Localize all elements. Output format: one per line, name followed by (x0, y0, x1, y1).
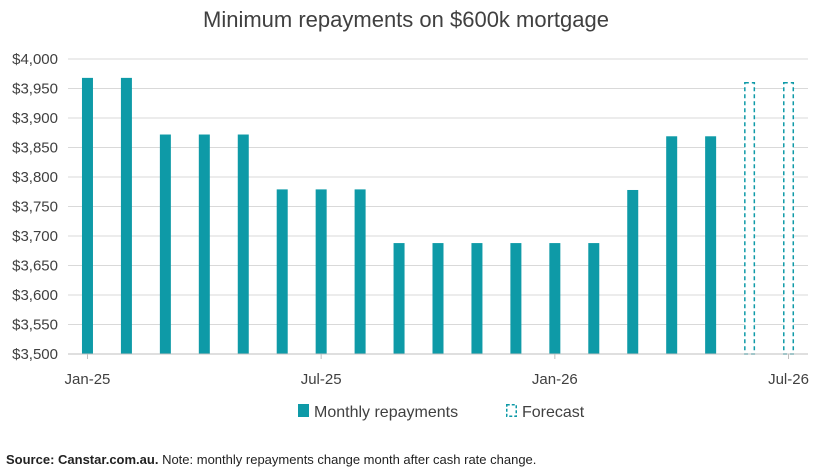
y-axis-ticks: $3,500 $3,550 $3,600 $3,650 $3,700 $3,750 $3,8… (12, 51, 58, 363)
bar (120, 77, 132, 354)
bar (471, 243, 483, 354)
y-tick-label: $3,650 (12, 258, 58, 275)
legend: Monthly repayments Forecast (298, 404, 585, 421)
bar (315, 189, 327, 354)
bar (354, 189, 366, 354)
y-tick-label: $3,850 (12, 140, 58, 157)
forecast-bar (783, 82, 795, 355)
y-tick-label: $3,800 (12, 169, 58, 186)
forecast-bar (744, 82, 756, 355)
x-tick-label: Jan-26 (532, 371, 578, 388)
source-note: Source: Canstar.com.au. Note: monthly re… (6, 452, 536, 467)
bar (549, 243, 561, 354)
y-tick-label: $3,550 (12, 317, 58, 334)
bar (276, 189, 288, 354)
legend-label: Monthly repayments (314, 404, 458, 421)
bar (432, 243, 444, 354)
x-tick-label: Jan-25 (65, 371, 111, 388)
bar (198, 134, 210, 354)
y-tick-label: $3,750 (12, 199, 58, 216)
x-tick-label: Jul-25 (301, 371, 342, 388)
x-axis-ticks: Jan-25 Jul-25 Jan-26 Jul-26 (65, 354, 809, 388)
y-tick-label: $3,600 (12, 287, 58, 304)
gridlines (68, 58, 808, 325)
bar (705, 136, 717, 354)
bar (666, 136, 678, 354)
y-tick-label: $3,950 (12, 81, 58, 98)
bar (510, 243, 522, 354)
legend-label: Forecast (522, 404, 585, 421)
bars (81, 77, 795, 355)
chart-title: Minimum repayments on $600k mortgage (203, 7, 609, 32)
y-tick-label: $3,700 (12, 228, 58, 245)
y-tick-label: $3,500 (12, 346, 58, 363)
bar (588, 243, 600, 354)
source-label: Source: Canstar.com.au. (6, 452, 159, 467)
legend-swatch-monthly (298, 404, 309, 417)
footnote: Note: monthly repayments change month af… (158, 452, 537, 467)
bar (627, 189, 639, 354)
x-tick-label: Jul-26 (768, 371, 809, 388)
bar (237, 134, 249, 354)
y-tick-label: $4,000 (12, 51, 58, 68)
bar (81, 77, 93, 354)
y-tick-label: $3,900 (12, 110, 58, 127)
bar (159, 134, 171, 354)
legend-swatch-forecast (506, 404, 517, 417)
bar (393, 243, 405, 354)
